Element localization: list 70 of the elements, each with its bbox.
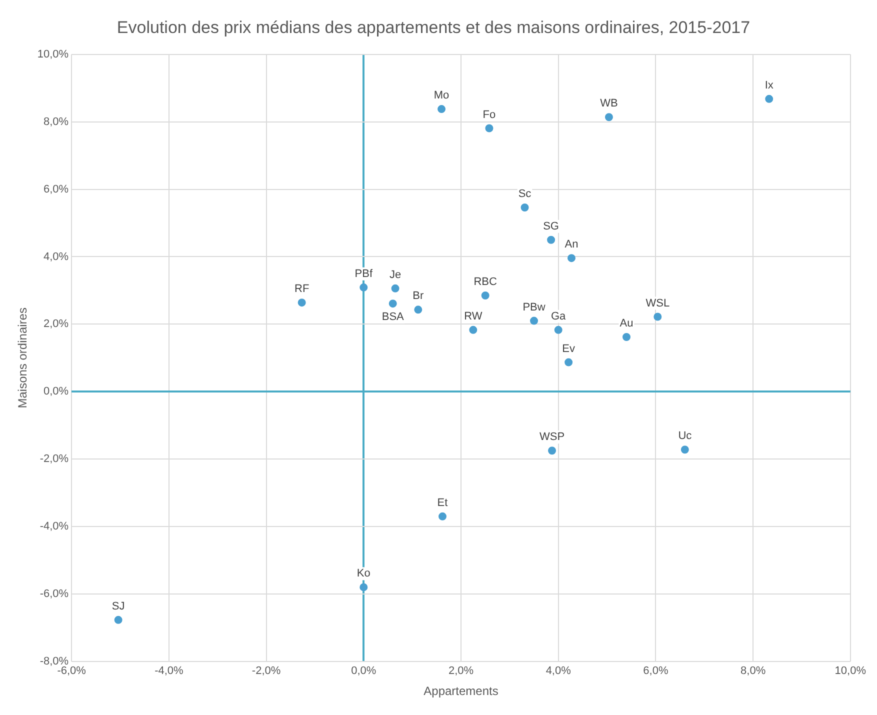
point	[567, 254, 576, 262]
point	[360, 583, 368, 592]
x-tick-label: -4,0%	[154, 665, 184, 678]
y-tick-label: 4,0%	[44, 250, 69, 263]
y-tick-label: -6,0%	[40, 588, 69, 600]
x-tick-label: -2,0%	[252, 665, 281, 678]
annotation: PBw	[522, 301, 546, 314]
annotation: WSP	[539, 431, 565, 444]
x-tick-label: -6,0%	[57, 665, 86, 678]
point	[485, 124, 494, 132]
annotation: Fo	[482, 108, 496, 121]
y-tick-label: 2,0%	[44, 318, 69, 330]
point	[548, 446, 556, 455]
y-tick-label: -8,0%	[40, 655, 69, 668]
point	[438, 512, 446, 520]
point	[554, 326, 562, 334]
annotation: Je	[389, 268, 402, 281]
point	[604, 113, 613, 122]
point	[360, 283, 368, 292]
point	[564, 358, 573, 366]
annotation: RW	[464, 310, 483, 322]
y-tick-label: 6,0%	[44, 183, 69, 196]
annotation: Mo	[434, 90, 450, 102]
annotation: An	[564, 238, 578, 251]
point	[481, 292, 490, 300]
annotation: Et	[437, 496, 448, 509]
y-tick-label: -2,0%	[40, 453, 69, 466]
annotation: Ev	[562, 342, 576, 355]
annotation: Uc	[678, 430, 692, 442]
annotation: Ga	[551, 310, 567, 322]
x-tick-label: 6,0%	[643, 665, 668, 678]
y-tick-label: 10,0%	[37, 48, 69, 60]
x-tick-label: 2,0%	[448, 665, 474, 678]
point	[469, 326, 478, 334]
point	[622, 332, 630, 341]
annotation: RF	[294, 283, 310, 296]
x-tick-label: 8,0%	[740, 665, 766, 678]
annotation: WB	[600, 98, 618, 110]
point	[654, 312, 662, 321]
annotation: Br	[412, 290, 424, 302]
point	[680, 446, 689, 454]
y-axis-title: Maisons ordinaires	[16, 308, 30, 408]
point	[530, 316, 538, 325]
x-tick-label: 10,0%	[834, 665, 866, 678]
point	[765, 94, 774, 103]
annotation: Sc	[518, 188, 532, 200]
point	[414, 306, 422, 314]
point	[391, 284, 400, 292]
y-tick-label: 8,0%	[44, 116, 69, 128]
annotation: Ko	[356, 568, 370, 580]
y-tick-label: -4,0%	[40, 520, 69, 533]
annotation: BSA	[382, 311, 405, 324]
point	[520, 204, 529, 212]
point	[114, 616, 122, 624]
annotation: Ix	[764, 79, 774, 92]
annotation: PBf	[354, 268, 374, 280]
x-tick-label: 4,0%	[546, 665, 572, 678]
chart-title: Evolution des prix médians des appartements et des maisons ordinaires, 2015-2017	[116, 18, 750, 37]
annotation: Au	[620, 318, 634, 330]
annotation: SJ	[112, 600, 125, 612]
x-tick-label: 0,0%	[351, 665, 376, 678]
point	[298, 298, 306, 307]
x-axis-title: Appartements	[424, 684, 498, 698]
point	[438, 105, 446, 114]
annotation: RBC	[474, 276, 497, 288]
point	[388, 300, 397, 308]
annotation: SG	[543, 220, 559, 232]
point	[547, 236, 556, 244]
y-tick-label: 0,0%	[44, 386, 69, 398]
annotation: WSL	[646, 297, 670, 310]
